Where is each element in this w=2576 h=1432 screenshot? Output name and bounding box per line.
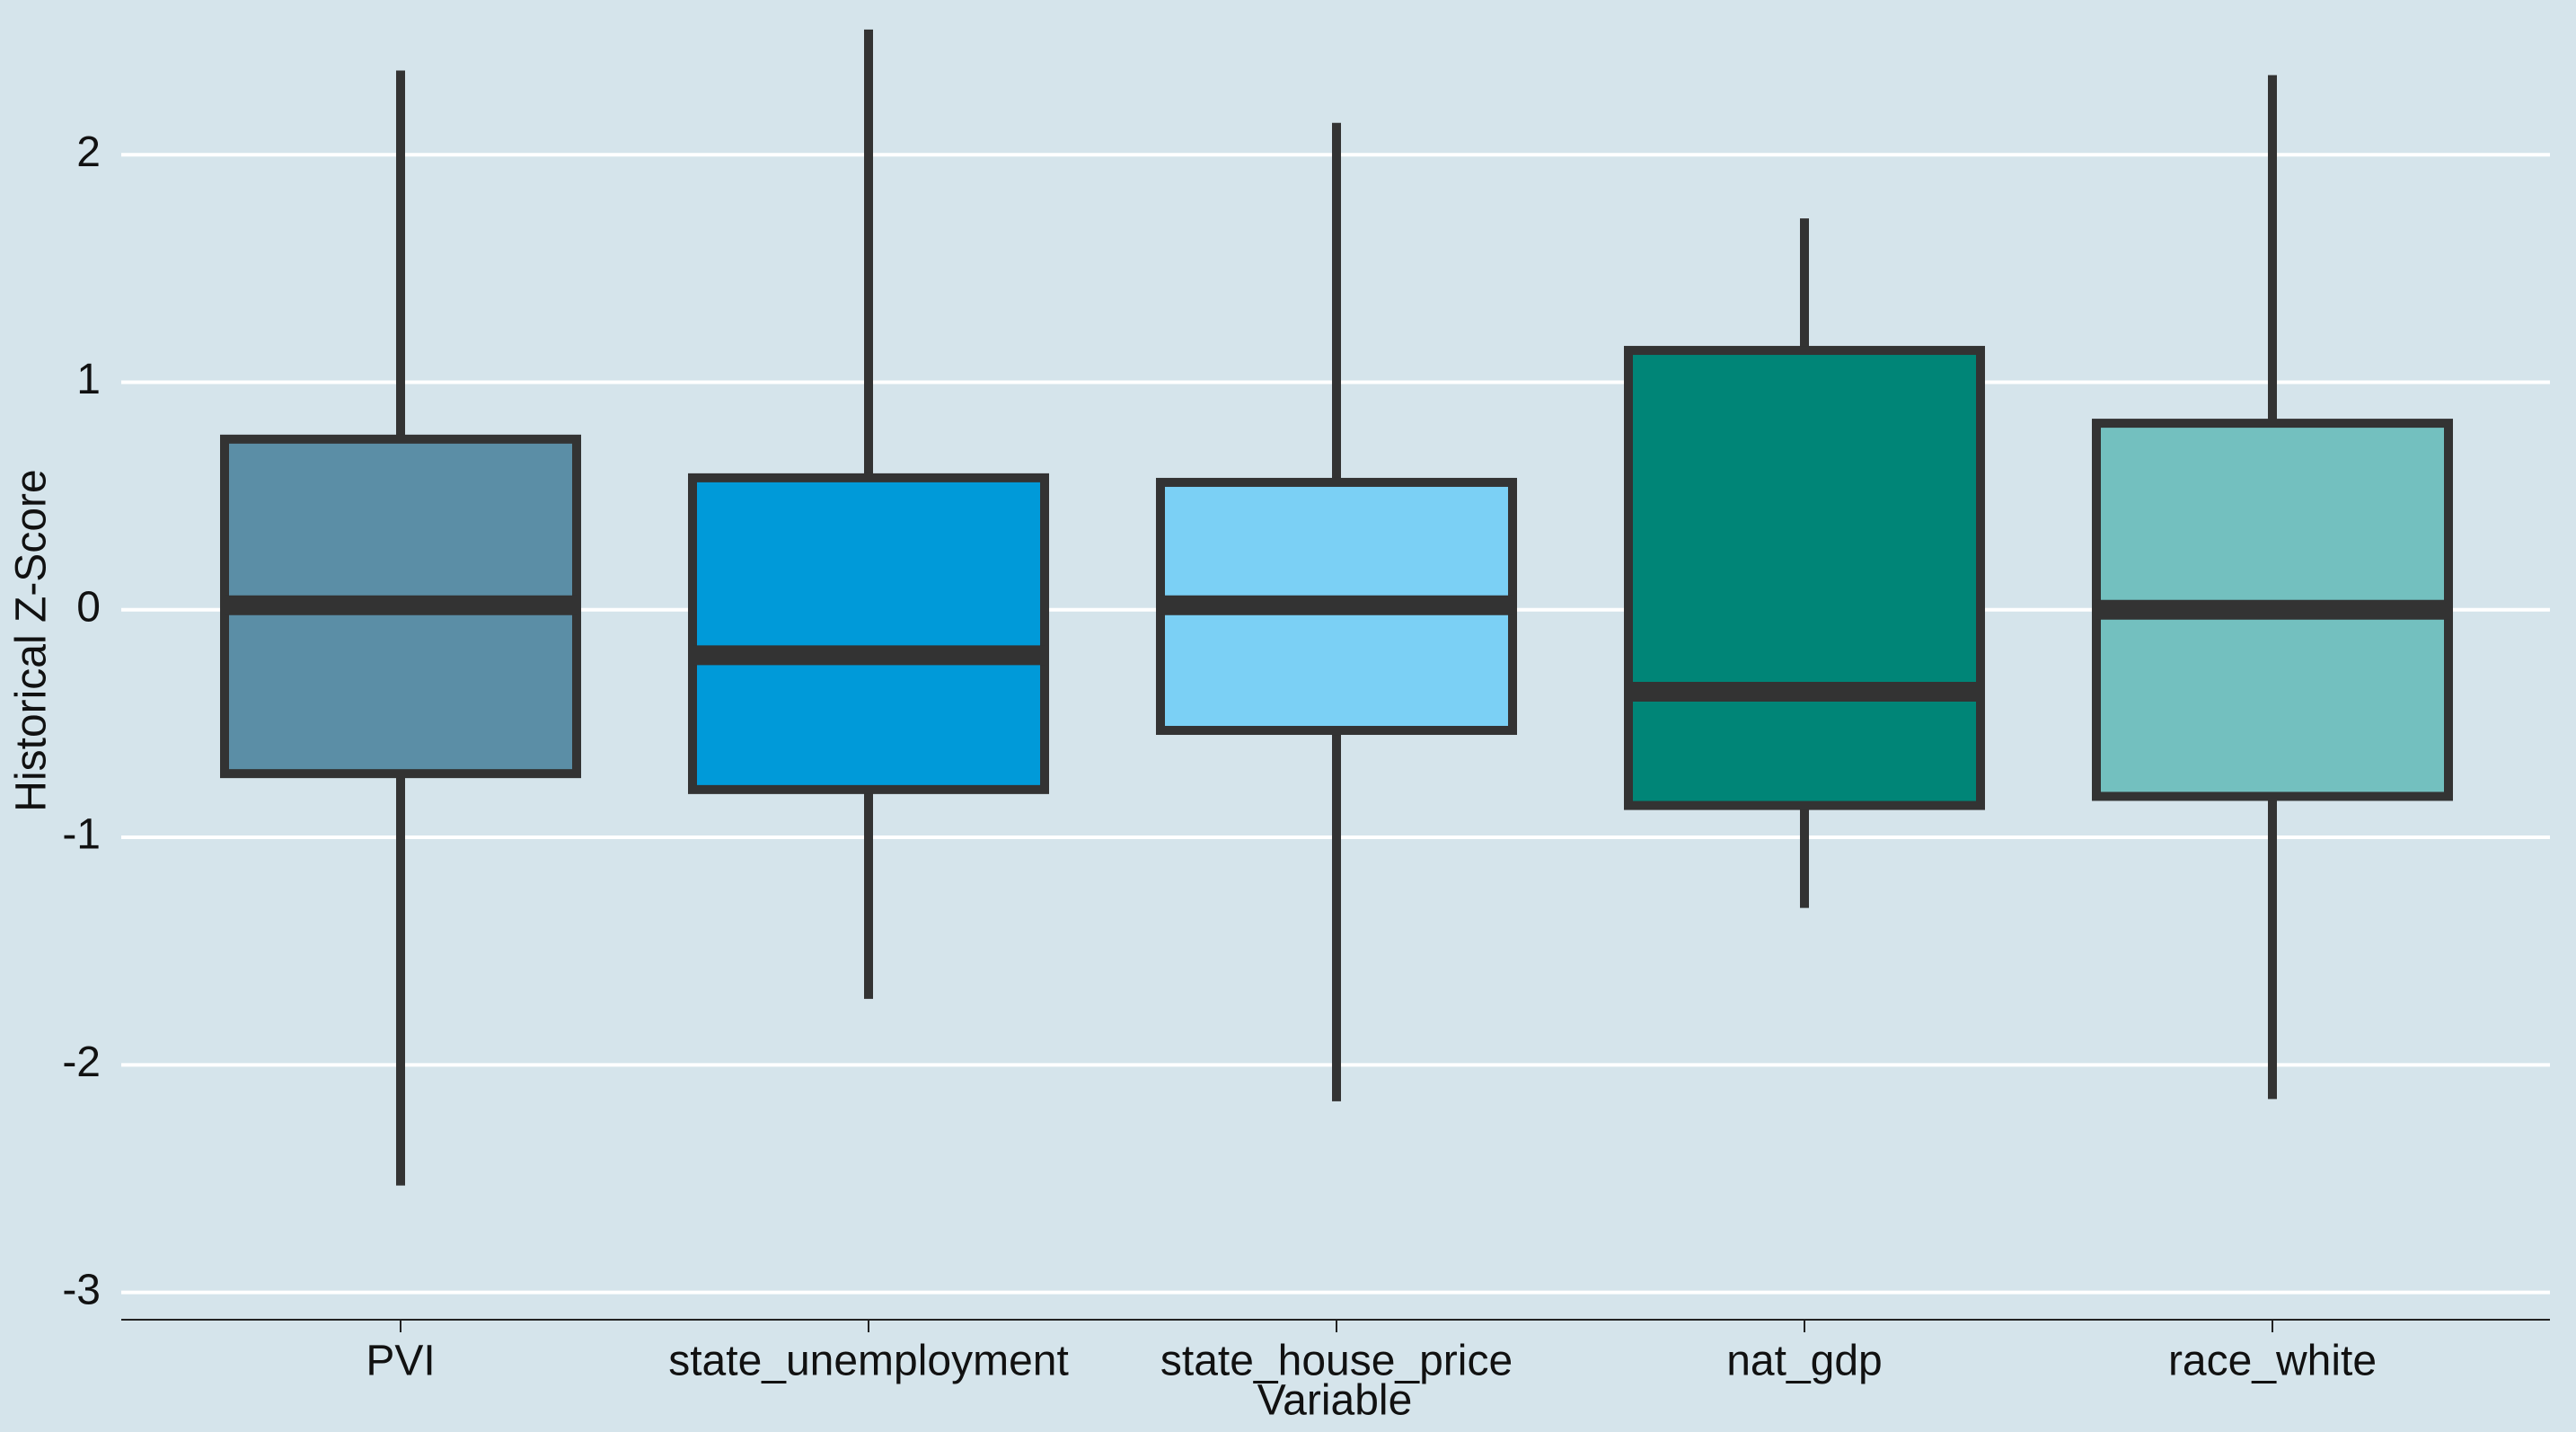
- x-axis-label: Variable: [1257, 1377, 1413, 1425]
- x-tick-label: state_unemployment: [668, 1338, 1069, 1385]
- y-tick-label: -1: [62, 811, 101, 859]
- x-tick-label: PVI: [366, 1338, 435, 1385]
- y-tick-label: 0: [76, 583, 101, 631]
- x-tick-label: race_white: [2168, 1338, 2377, 1385]
- y-tick-label: -2: [62, 1039, 101, 1086]
- y-tick-label: 2: [76, 128, 101, 176]
- box: [1624, 346, 1985, 810]
- x-tick-label: nat_gdp: [1726, 1338, 1883, 1385]
- x-tick-label: state_house_price: [1160, 1338, 1513, 1385]
- box: [688, 473, 1049, 794]
- y-tick-label: -3: [62, 1266, 101, 1313]
- y-axis-label: Historical Z-Score: [8, 469, 56, 811]
- y-tick-label: 1: [76, 356, 101, 403]
